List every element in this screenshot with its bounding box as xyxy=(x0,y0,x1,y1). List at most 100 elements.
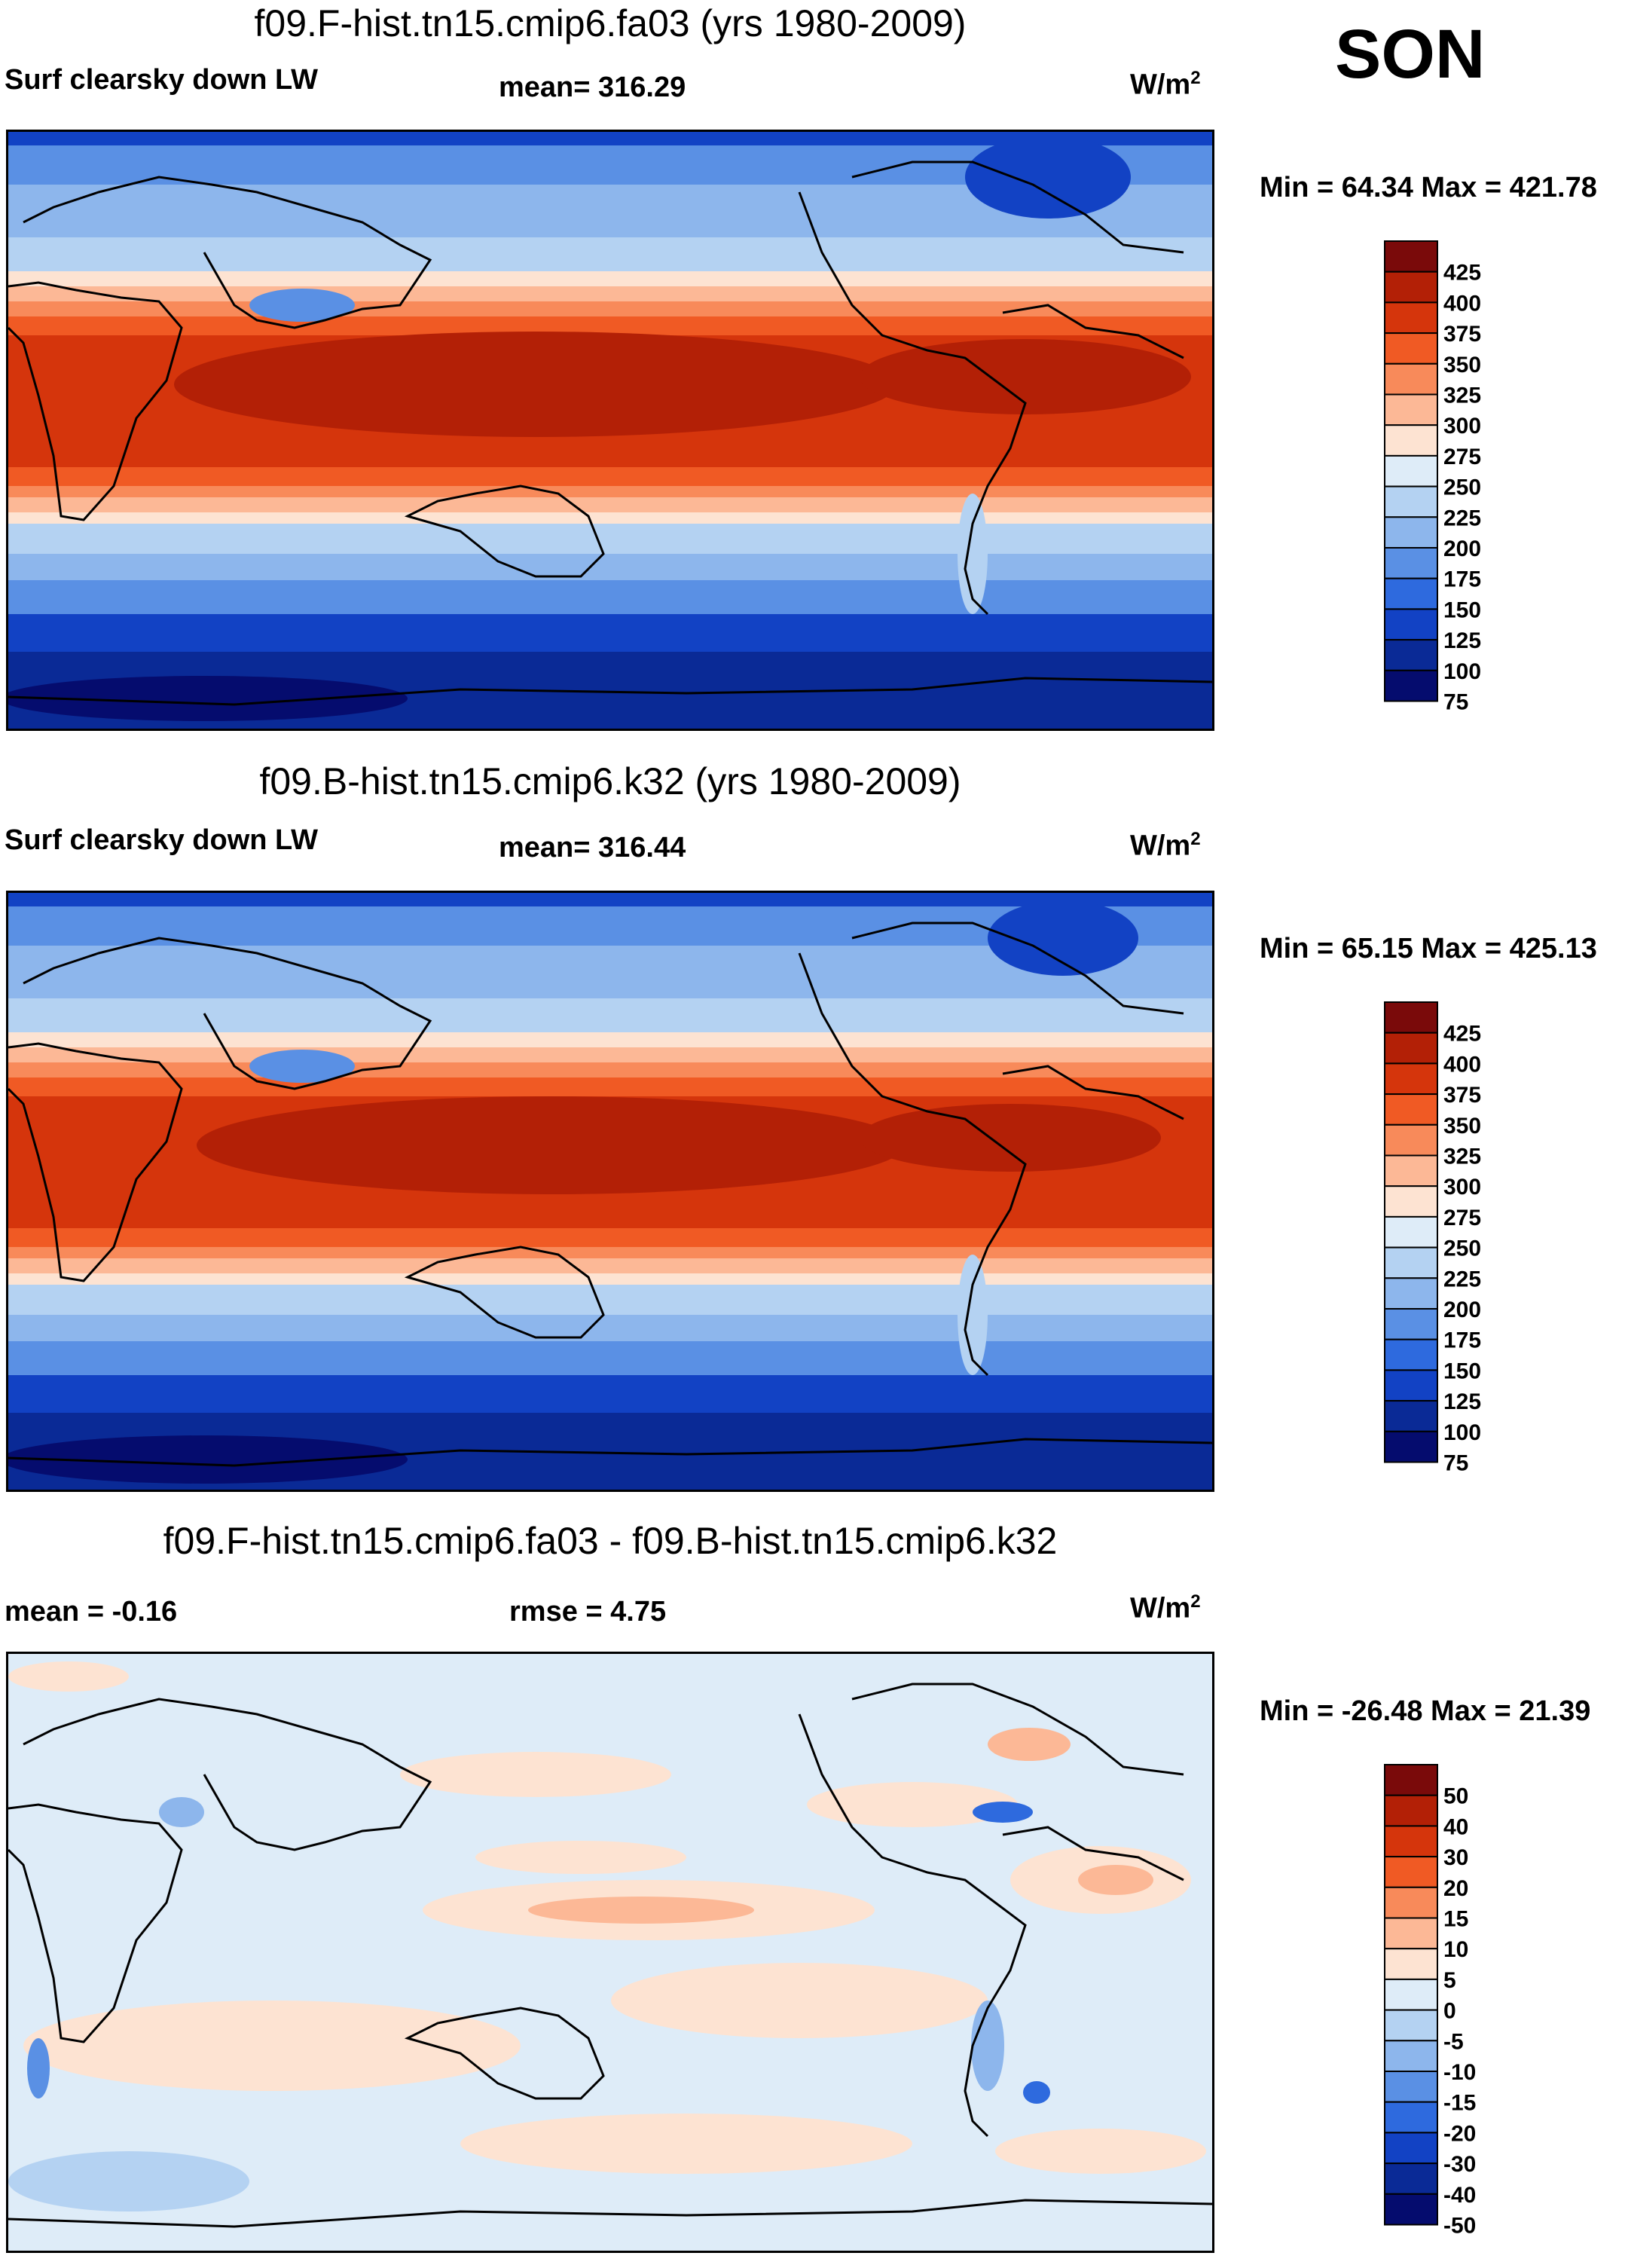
colorbar-3-swatch xyxy=(1384,1917,1438,1950)
panel-2-minmax: Min = 65.15 Max = 425.13 xyxy=(1260,933,1597,964)
colorbar-2-swatch xyxy=(1384,1246,1438,1279)
colorbar-1-swatch xyxy=(1384,608,1438,641)
colorbar-1-tick-label: 375 xyxy=(1443,322,1481,347)
colorbar-2-swatch xyxy=(1384,1400,1438,1432)
panel-3-map xyxy=(6,1652,1214,2253)
colorbar-2-swatch xyxy=(1384,1093,1438,1126)
colorbar-2-tick-label: 425 xyxy=(1443,1022,1481,1047)
colorbar-2-tick-label: 125 xyxy=(1443,1389,1481,1414)
colorbar-3-swatch xyxy=(1384,1978,1438,2011)
colorbar-3-tick-label: 15 xyxy=(1443,1907,1468,1932)
colorbar-1-tick-label: 325 xyxy=(1443,384,1481,408)
colorbar-2-tick-label: 175 xyxy=(1443,1328,1481,1353)
colorbar-1-swatch xyxy=(1384,547,1438,579)
panel-3-units-label: W/m2 xyxy=(1130,1591,1201,1625)
colorbar-2-tick-label: 325 xyxy=(1443,1145,1481,1169)
colorbar-2-swatch xyxy=(1384,1154,1438,1187)
colorbar-2-tick-label: 200 xyxy=(1443,1298,1481,1322)
colorbar-2-swatch xyxy=(1384,1032,1438,1065)
colorbar-1-swatch xyxy=(1384,669,1438,702)
colorbar-2-tick-label: 100 xyxy=(1443,1420,1481,1445)
colorbar-1-swatch xyxy=(1384,424,1438,457)
panel-2-title: f09.B-hist.tn15.cmip6.k32 (yrs 1980-2009… xyxy=(259,760,961,802)
colorbar-3-tick-label: 40 xyxy=(1443,1814,1468,1839)
colorbar-1-swatch xyxy=(1384,271,1438,304)
colorbar-1-swatch xyxy=(1384,393,1438,426)
colorbar-1-tick-label: 125 xyxy=(1443,628,1481,653)
colorbar-2-tick-label: 150 xyxy=(1443,1359,1481,1383)
colorbar-3-tick-label: -50 xyxy=(1443,2214,1476,2239)
panel-3-map-field xyxy=(8,1654,1212,2251)
colorbar-2-swatch xyxy=(1384,1430,1438,1463)
panel-1-colorbar-svg: 425 400 375 350 325 300 275 250 225 200 175 150 125 1… xyxy=(1384,240,1481,715)
colorbar-2-tick-label: 250 xyxy=(1443,1236,1481,1261)
panel-2-units-label: W/m2 xyxy=(1130,829,1201,862)
colorbar-2-swatch xyxy=(1384,1277,1438,1310)
colorbar-2-tick-label: 275 xyxy=(1443,1206,1481,1230)
colorbar-3-tick-label: 50 xyxy=(1443,1784,1468,1809)
colorbar-1-tick-label: 75 xyxy=(1443,690,1468,715)
colorbar-1-tick-label: 425 xyxy=(1443,261,1481,286)
colorbar-1-swatch xyxy=(1384,454,1438,488)
colorbar-3-tick-label: 20 xyxy=(1443,1876,1468,1901)
colorbar-1-swatch xyxy=(1384,240,1438,273)
colorbar-1-tick-label: 100 xyxy=(1443,659,1481,684)
panel-3-rmse-label: rmse = 4.75 xyxy=(509,1596,667,1628)
colorbar-1-tick-label: 225 xyxy=(1443,506,1481,530)
panel-2-map-field xyxy=(8,893,1212,1490)
colorbar-3-swatch xyxy=(1384,1886,1438,1919)
colorbar-1-tick-label: 400 xyxy=(1443,291,1481,316)
panel-2-colorbar: 425 400 375 350 325 300 275 250 225 200 175 150 125 1… xyxy=(1384,1001,1535,1484)
panel-1-map-field xyxy=(8,132,1212,729)
panel-2-map xyxy=(6,891,1214,1492)
panel-2-variable-label: Surf clearsky down LW xyxy=(5,824,318,856)
panel-3-title: f09.F-hist.tn15.cmip6.fa03 - f09.B-hist.… xyxy=(163,1520,1058,1562)
colorbar-3-tick-label: 0 xyxy=(1443,1999,1456,2024)
panel-1-map xyxy=(6,130,1214,731)
colorbar-3-tick-label: -5 xyxy=(1443,2029,1464,2054)
panel-3-mean-label: mean = -0.16 xyxy=(5,1596,178,1628)
panel-1-units-label: W/m2 xyxy=(1130,68,1201,101)
colorbar-3-tick-label: -20 xyxy=(1443,2121,1476,2146)
colorbar-1-tick-label: 350 xyxy=(1443,353,1481,377)
colorbar-2-tick-label: 350 xyxy=(1443,1114,1481,1139)
colorbar-1-swatch xyxy=(1384,301,1438,335)
colorbar-1-swatch xyxy=(1384,639,1438,671)
panel-3-colorbar: 50 40 30 20 15 10 5 0 -5 -10 -15 -20 -30 -40 -50 xyxy=(1384,1764,1535,2247)
colorbar-3-tick-label: -30 xyxy=(1443,2152,1476,2177)
panel-1-coastlines xyxy=(8,160,1212,706)
colorbar-1-tick-label: 200 xyxy=(1443,536,1481,561)
colorbar-3-tick-label: -40 xyxy=(1443,2183,1476,2208)
colorbar-1-tick-label: 275 xyxy=(1443,445,1481,469)
panel-2-coastlines xyxy=(8,922,1212,1467)
colorbar-3-swatch xyxy=(1384,2101,1438,2134)
season-label: SON xyxy=(1335,16,1486,93)
colorbar-2-swatch xyxy=(1384,1369,1438,1402)
panel-2-mean-label: mean= 316.44 xyxy=(499,832,686,863)
colorbar-1-swatch xyxy=(1384,485,1438,518)
colorbar-3-swatch xyxy=(1384,1764,1438,1796)
colorbar-3-swatch xyxy=(1384,2163,1438,2195)
colorbar-3-tick-label: 5 xyxy=(1443,1968,1456,1993)
colorbar-2-swatch xyxy=(1384,1338,1438,1371)
panel-2-colorbar-svg: 425 400 375 350 325 300 275 250 225 200 175 150 125 1… xyxy=(1384,1001,1481,1476)
colorbar-1-swatch xyxy=(1384,516,1438,549)
colorbar-1-tick-label: 175 xyxy=(1443,567,1481,592)
colorbar-2-swatch xyxy=(1384,1308,1438,1340)
colorbar-3-tick-label: 30 xyxy=(1443,1845,1468,1870)
colorbar-3-swatch xyxy=(1384,1825,1438,1858)
panel-1-minmax: Min = 64.34 Max = 421.78 xyxy=(1260,172,1597,203)
colorbar-3-swatch xyxy=(1384,1794,1438,1827)
colorbar-2-swatch xyxy=(1384,1001,1438,1034)
panel-1-mean-label: mean= 316.29 xyxy=(499,72,686,103)
colorbar-1-tick-label: 250 xyxy=(1443,475,1481,500)
panel-1-colorbar: 425 400 375 350 325 300 275 250 225 200 175 150 125 1… xyxy=(1384,240,1535,723)
colorbar-3-swatch xyxy=(1384,1856,1438,1888)
colorbar-2-tick-label: 225 xyxy=(1443,1267,1481,1291)
colorbar-3-tick-label: -10 xyxy=(1443,2060,1476,2085)
colorbar-3-swatch xyxy=(1384,2132,1438,2165)
colorbar-2-tick-label: 375 xyxy=(1443,1083,1481,1108)
panel-1-variable-label: Surf clearsky down LW xyxy=(5,64,318,96)
colorbar-3-swatch xyxy=(1384,2193,1438,2226)
